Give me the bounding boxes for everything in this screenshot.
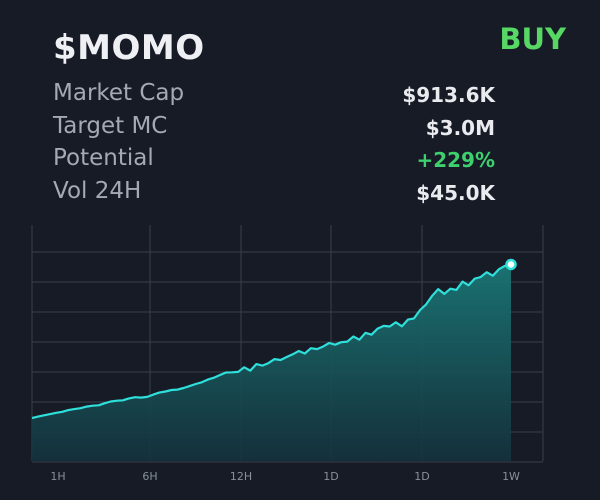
price-chart[interactable]: 1H 6H 12H 1D 1D 1W xyxy=(0,220,600,500)
ticker-symbol: $MOMO xyxy=(53,28,205,68)
stat-label: Potential xyxy=(53,145,154,171)
stat-row-vol-24h: Vol 24H $45.0K xyxy=(53,178,495,211)
current-price-marker[interactable] xyxy=(505,258,517,271)
x-tick-label: 6H xyxy=(142,470,157,483)
x-tick-label: 1D xyxy=(323,470,338,483)
stat-row-target-mc: Target MC $3.0M xyxy=(53,113,495,146)
stat-label: Target MC xyxy=(53,112,168,139)
x-tick-label: 1D xyxy=(414,470,429,483)
stat-value: $913.6K xyxy=(402,83,495,107)
stat-value: $3.0M xyxy=(425,115,495,140)
x-tick-label: 1W xyxy=(502,470,520,483)
stat-value: $45.0K xyxy=(416,180,495,205)
stat-label: Market Cap xyxy=(53,80,185,106)
buy-signal-badge[interactable]: BUY xyxy=(499,22,566,56)
price-line xyxy=(31,263,512,420)
x-tick-label: 1H xyxy=(50,470,65,483)
stat-value: +229% xyxy=(416,148,495,172)
stat-label: Vol 24H xyxy=(53,177,142,204)
stat-row-potential: Potential +229% xyxy=(53,145,495,178)
stats-panel: Market Cap $913.6K Target MC $3.0M Poten… xyxy=(53,80,495,210)
x-tick-label: 12H xyxy=(230,470,252,483)
stat-row-market-cap: Market Cap $913.6K xyxy=(53,80,495,113)
x-axis-labels: 1H 6H 12H 1D 1D 1W xyxy=(50,470,520,483)
price-area-fill xyxy=(32,264,511,461)
